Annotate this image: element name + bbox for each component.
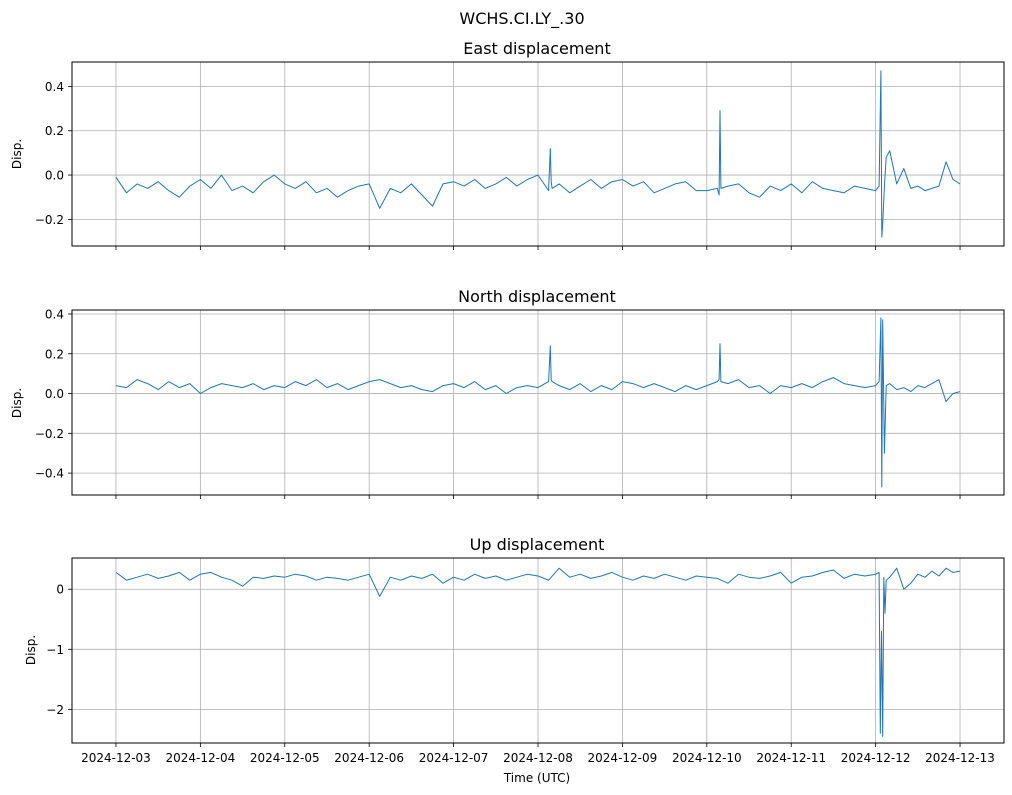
east-y-tick-label: 0.4 bbox=[45, 80, 64, 94]
east-y-tick-label: 0.0 bbox=[45, 169, 64, 183]
east-ylabel-group: Disp. bbox=[10, 139, 24, 169]
east-y-tick-label: 0.2 bbox=[45, 124, 64, 138]
x-tick-label: 2024-12-03 bbox=[81, 751, 151, 765]
x-axis-label: Time (UTC) bbox=[503, 771, 570, 785]
x-tick-label: 2024-12-13 bbox=[925, 751, 995, 765]
x-tick-label: 2024-12-10 bbox=[672, 751, 742, 765]
north-y-tick-label: 0.0 bbox=[45, 387, 64, 401]
north-ylabel-group: Disp. bbox=[10, 388, 24, 418]
up-y-tick-label: −2 bbox=[46, 703, 64, 717]
up-y-tick-label: −1 bbox=[46, 643, 64, 657]
north-ylabel: Disp. bbox=[10, 388, 24, 418]
up-plot: 2024-12-03 2024-12-04 2024-12-05 2024-12-06… bbox=[46, 557, 1005, 765]
east-plot: −0.2 0.0 0.2 0.4 bbox=[35, 61, 1005, 250]
north-y-tick-label: −0.4 bbox=[35, 467, 64, 481]
east-y-tick-label: −0.2 bbox=[35, 213, 64, 227]
x-tick-label: 2024-12-05 bbox=[250, 751, 320, 765]
x-tick-label: 2024-12-12 bbox=[841, 751, 911, 765]
north-y-tick-label: 0.4 bbox=[45, 307, 64, 321]
x-tick-label: 2024-12-09 bbox=[588, 751, 658, 765]
east-title: East displacement bbox=[463, 39, 610, 58]
up-title: Up displacement bbox=[470, 535, 605, 554]
north-plot: −0.4 −0.2 0.0 0.2 0.4 bbox=[35, 307, 1005, 499]
up-ylabel: Disp. bbox=[24, 635, 38, 665]
up-ylabel-group: Disp. bbox=[24, 635, 38, 665]
x-tick-label: 2024-12-06 bbox=[334, 751, 404, 765]
north-series-line bbox=[115, 317, 961, 488]
up-axes-frame bbox=[71, 557, 1005, 744]
up-y-tick-label: 0 bbox=[56, 583, 64, 597]
north-y-tick-label: −0.2 bbox=[35, 427, 64, 441]
north-axes-frame bbox=[71, 309, 1005, 496]
x-tick-label: 2024-12-11 bbox=[756, 751, 826, 765]
east-panel: East displacement Disp. −0.2 0.0 0.2 0.4 bbox=[10, 39, 1005, 250]
east-ylabel: Disp. bbox=[10, 139, 24, 169]
up-series-line bbox=[115, 567, 961, 737]
east-axes-frame bbox=[71, 61, 1005, 247]
up-panel: Up displacement Disp. 2024-12-03 2024-12-… bbox=[24, 535, 1005, 765]
figure-suptitle: WCHS.CI.LY_.30 bbox=[459, 9, 584, 29]
x-tick-label: 2024-12-08 bbox=[503, 751, 573, 765]
x-tick-label: 2024-12-07 bbox=[419, 751, 489, 765]
x-tick-label: 2024-12-04 bbox=[165, 751, 235, 765]
north-y-tick-label: 0.2 bbox=[45, 347, 64, 361]
north-title: North displacement bbox=[458, 287, 616, 306]
east-series-line bbox=[115, 70, 961, 238]
north-panel: North displacement Disp. −0.4 −0.2 0.0 0.2 0… bbox=[10, 287, 1005, 499]
